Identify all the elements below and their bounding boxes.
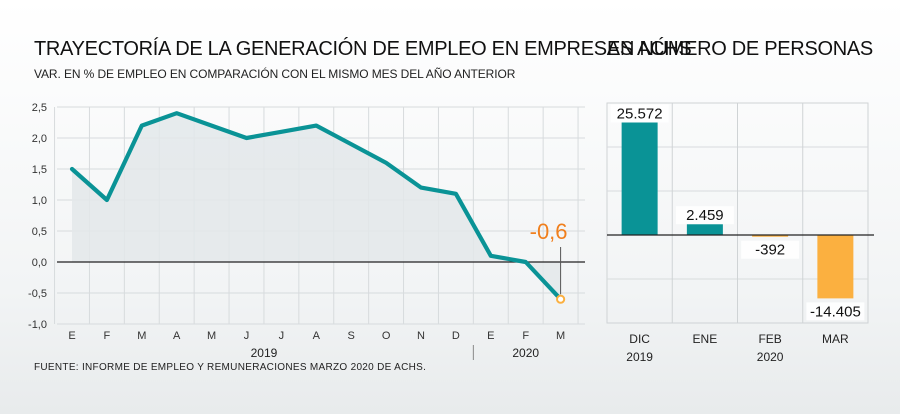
line-ytick-label: 1,0: [32, 195, 47, 207]
line-xtick-label: O: [382, 330, 391, 342]
bar-value-label: -14.405: [810, 303, 861, 320]
bar-value-label: 25.572: [617, 105, 663, 122]
line-ytick-label: 2,5: [32, 102, 47, 114]
line-xtick-label: E: [68, 330, 75, 342]
bar-value-label-bg: [741, 240, 800, 259]
highlight-value-label: -0,6: [530, 219, 568, 244]
bar-xtick-label: MAR: [822, 332, 849, 346]
bar-ene: [686, 224, 723, 235]
bar-value-label-bg: [675, 206, 734, 225]
line-ytick-label: -1,0: [28, 319, 47, 331]
line-ytick-label: 1,5: [32, 164, 47, 176]
bar-year-label: 2020: [757, 350, 784, 364]
bar-xtick-label: DIC: [629, 332, 650, 346]
line-xtick-label: A: [173, 330, 181, 342]
bar-xtick-label: FEB: [758, 332, 781, 346]
line-xtick-label: N: [417, 330, 425, 342]
bar-value-label: 2.459: [686, 207, 724, 224]
bar-feb: [752, 235, 789, 237]
bar-xtick-label: ENE: [693, 332, 718, 346]
line-ytick-label: 0,0: [32, 257, 47, 269]
line-ytick-label: 0,5: [32, 226, 47, 238]
bar-value-label: -392: [755, 242, 785, 259]
line-area: [72, 113, 561, 300]
bar-year-label: 2019: [626, 350, 653, 364]
line-year-label: 2020: [512, 346, 539, 360]
bar-dic: [621, 122, 658, 235]
bar-value-label-bg: [806, 302, 865, 321]
line-xtick-label: F: [522, 330, 529, 342]
bar-chart: 25.572 2.459 -392 -14.405 DIC ENE FEB MAR 2019 20…: [606, 102, 874, 364]
line-chart-subtitle: VAR. EN % DE EMPLEO EN COMPARACIÓN CON E…: [34, 67, 516, 81]
bar-value-label-bg: [610, 104, 669, 123]
line-xtick-label: J: [244, 330, 250, 342]
line-xtick-label: M: [207, 330, 216, 342]
line-xtick-label: M: [556, 330, 565, 342]
bar-mar: [817, 235, 854, 299]
bar-chart-title: EN NÚMERO DE PERSONAS: [607, 38, 873, 60]
line-xtick-label: A: [313, 330, 321, 342]
line-xtick-label: D: [452, 330, 460, 342]
line-year-label: 2019: [251, 346, 278, 360]
line-xtick-label: E: [487, 330, 494, 342]
source-note: FUENTE: INFORME DE EMPLEO Y REMUNERACION…: [34, 362, 427, 373]
highlight-point: [556, 294, 566, 304]
line-chart: 2,5 2,0 1,5 1,0 0,5 0,0 -0,5 -1,0 -0,6 E F M A M J J A S O…: [28, 102, 585, 360]
line-xtick-label: M: [137, 330, 146, 342]
line-ytick-label: -0,5: [28, 288, 47, 300]
line-xtick-label: S: [348, 330, 355, 342]
line-xtick-label: J: [279, 330, 285, 342]
line-chart-title: TRAYECTORÍA DE LA GENERACIÓN DE EMPLEO E…: [34, 38, 692, 60]
line-series: [69, 111, 563, 302]
line-xtick-label: F: [104, 330, 111, 342]
line-ytick-label: 2,0: [32, 133, 47, 145]
